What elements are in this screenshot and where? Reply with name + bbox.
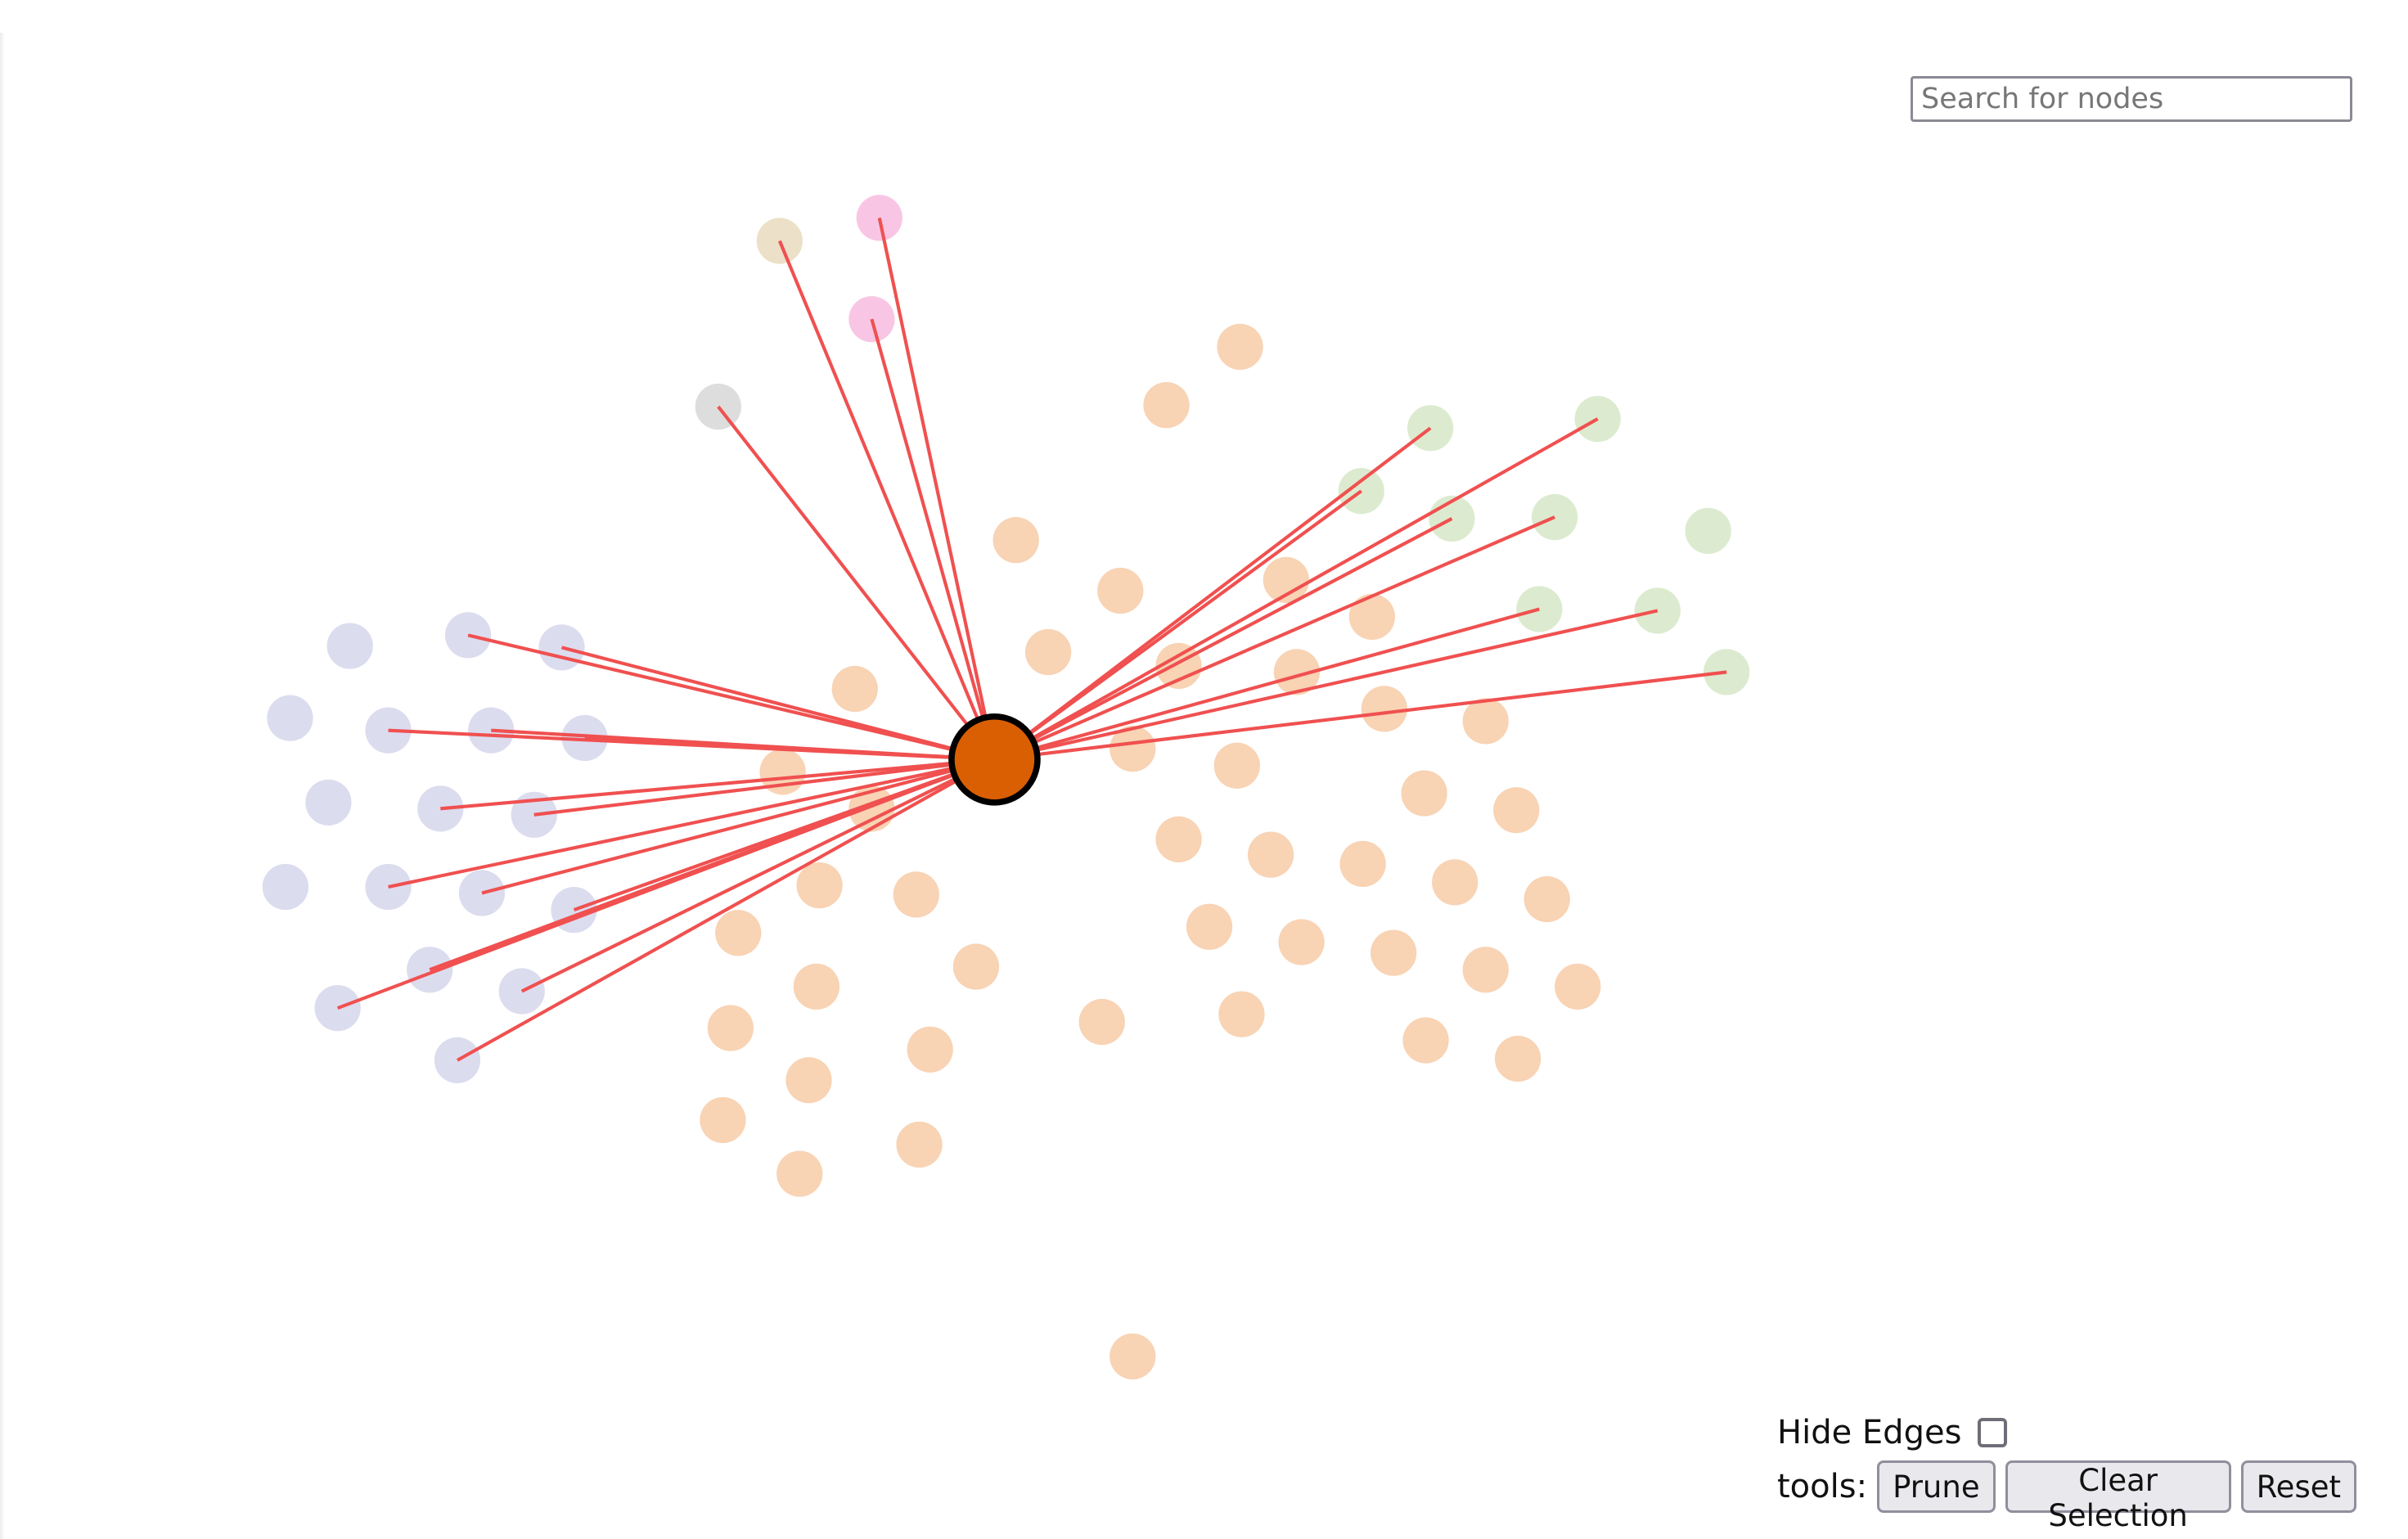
graph-node-orange[interactable] (992, 517, 1039, 564)
graph-node-orange[interactable] (1555, 963, 1601, 1010)
graph-node-orange[interactable] (715, 910, 762, 956)
graph-node-orange[interactable] (1097, 567, 1144, 614)
graph-node-orange[interactable] (1348, 593, 1396, 641)
graph-edge (388, 758, 995, 889)
graph-node-orange[interactable] (1078, 998, 1125, 1046)
graph-node-purple[interactable] (267, 695, 313, 741)
graph-node-orange[interactable] (707, 1005, 754, 1051)
graph-edge (994, 609, 1659, 762)
graph-node-orange[interactable] (952, 943, 1000, 990)
graph-node-orange[interactable] (1371, 929, 1417, 976)
graph-node-orange[interactable] (1143, 381, 1190, 429)
graph-node-orange[interactable] (1339, 840, 1386, 887)
left-panel-edge (0, 33, 5, 1539)
nodes-layer (262, 195, 1750, 1379)
graph-node-orange[interactable] (1462, 698, 1509, 745)
tools-row: tools: Prune Clear Selection Reset (1777, 1460, 2366, 1533)
graph-node-orange[interactable] (1186, 903, 1233, 950)
graph-node-orange[interactable] (907, 1026, 953, 1073)
graph-node-purple[interactable] (305, 779, 352, 826)
graph-node-orange[interactable] (1109, 1333, 1156, 1379)
graph-edge (456, 758, 996, 1062)
graph-node-orange[interactable] (1247, 831, 1294, 878)
graph-node-orange[interactable] (831, 665, 878, 713)
graph-node-orange[interactable] (1462, 947, 1509, 993)
graph-node-orange[interactable] (1432, 859, 1479, 906)
graph-edge (481, 758, 995, 895)
graph-edge (467, 633, 995, 762)
graph-node-green[interactable] (1685, 507, 1731, 555)
hide-edges-checkbox[interactable] (1978, 1418, 2008, 1447)
edges-layer (336, 217, 1727, 1062)
graph-edge (520, 758, 996, 993)
graph-node-orange[interactable] (893, 871, 939, 918)
graph-node-orange[interactable] (1402, 1017, 1449, 1064)
graph-node-orange[interactable] (1401, 770, 1447, 817)
graph-node-orange[interactable] (785, 1057, 832, 1104)
graph-node-orange[interactable] (1278, 919, 1325, 965)
graph-edge (560, 646, 995, 762)
graph-edge (877, 217, 997, 760)
graph-node-orange[interactable] (793, 963, 840, 1010)
prune-button[interactable]: Prune (1877, 1460, 1996, 1513)
hide-edges-label: Hide Edges (1777, 1414, 1962, 1451)
graph-edge (870, 318, 997, 760)
graph-node-purple[interactable] (262, 863, 309, 911)
reset-button[interactable]: Reset (2240, 1460, 2356, 1513)
graph-edge (533, 758, 995, 817)
graph-edge (717, 405, 997, 761)
graph-edge (993, 417, 1599, 762)
graph-edge (777, 240, 997, 761)
graph-edge (993, 517, 1453, 762)
graph-edge (994, 670, 1727, 762)
graph-node-purple[interactable] (326, 623, 373, 669)
selected-node-layer (948, 713, 1041, 806)
controls-panel: Hide Edges tools: Prune Clear Selection … (1777, 1406, 2366, 1533)
graph-node-orange[interactable] (1494, 1035, 1542, 1082)
graph-node-orange[interactable] (796, 862, 843, 909)
graph-node-orange[interactable] (1155, 816, 1202, 862)
graph-node-orange[interactable] (1273, 649, 1321, 695)
graph-node-orange[interactable] (1493, 787, 1540, 834)
graph-node-orange[interactable] (1213, 742, 1260, 789)
graph-edge (993, 607, 1540, 762)
graph-node-orange[interactable] (896, 1121, 943, 1168)
graph-node-orange[interactable] (1024, 628, 1072, 676)
graph-node-green[interactable] (1516, 586, 1563, 632)
graph-node-orange[interactable] (1109, 726, 1156, 772)
graph-edge (584, 736, 995, 762)
graph-node-orange[interactable] (1263, 556, 1309, 604)
graph-node-orange[interactable] (1217, 323, 1263, 370)
graph-edge (993, 515, 1555, 762)
graph-node-orange[interactable] (1361, 686, 1408, 732)
graph-edge (440, 758, 995, 811)
tools-label: tools: (1777, 1468, 1868, 1505)
graph-node-orange[interactable] (776, 1150, 823, 1197)
graph-node-orange[interactable] (1218, 991, 1265, 1037)
clear-selection-button[interactable]: Clear Selection (2005, 1460, 2231, 1533)
selected-node[interactable] (948, 713, 1041, 806)
graph-edge (336, 758, 996, 1010)
graph-node-orange[interactable] (1524, 875, 1570, 923)
graph-node-orange[interactable] (1155, 642, 1202, 690)
graph-node-orange[interactable] (700, 1096, 746, 1144)
graph-edge (993, 489, 1362, 761)
search-nodes-input[interactable] (1911, 76, 2352, 122)
hide-edges-row: Hide Edges (1777, 1406, 2366, 1460)
